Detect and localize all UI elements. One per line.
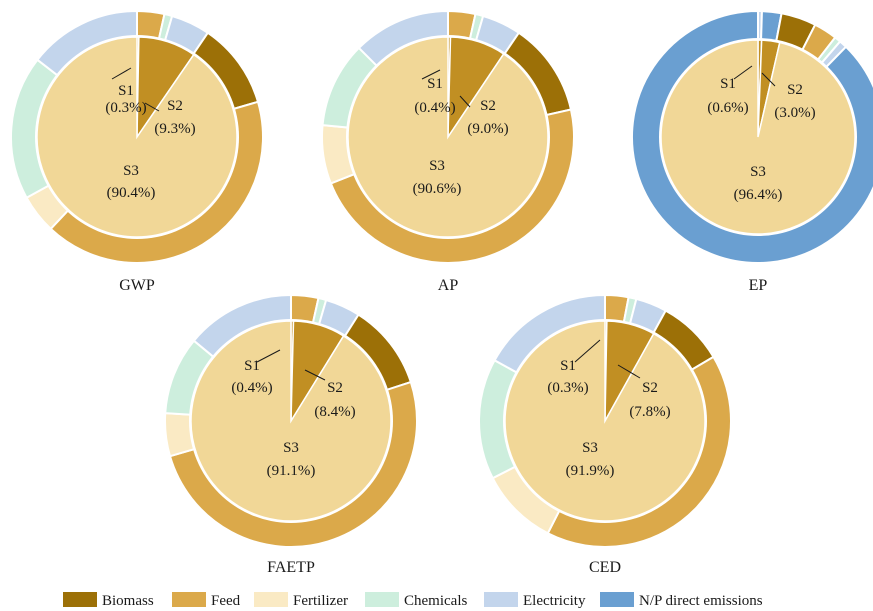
inner-slice-faetp-s3 [190,320,392,522]
label-ep-s3: S3 [750,164,766,180]
leader-line-faetp-s2 [304,369,326,381]
legend: Biomass Feed Fertilizer Chemicals Electr… [63,592,763,609]
label-faetp-s2: S2 [327,380,343,396]
label-pct-ap-s1: (0.4%) [414,100,455,116]
donut-ep: S1 (0.6%) S2 (3.0%) S3 (96.4%) [631,9,873,264]
legend-swatch-feed [172,592,206,607]
label-ap-s3: S3 [429,158,445,174]
label-faetp-s3: S3 [283,440,299,456]
label-gwp-s3: S3 [123,163,139,179]
leader-line-ap-s1 [421,69,441,80]
legend-label-electricity: Electricity [523,593,586,609]
leader-line-ced-s1 [574,339,601,363]
label-pct-gwp-s3: (90.4%) [107,185,156,201]
inner-slice-gwp-s3 [36,36,238,238]
caption-ced: CED [589,559,621,576]
label-gwp-s2: S2 [167,98,183,114]
chart-captions: GWP AP EP FAETP CED [119,277,767,576]
inner-slice-ep-s3 [660,39,856,235]
donut-faetp: S1 (0.4%) S2 (8.4%) S3 (91.1%) [164,293,418,548]
label-pct-ced-s2: (7.8%) [629,404,670,420]
legend-swatch-chemicals [365,592,399,607]
leader-line-gwp-s2 [144,102,160,112]
label-pct-ced-s1: (0.3%) [547,380,588,396]
label-pct-ap-s2: (9.0%) [467,121,508,137]
label-pct-gwp-s1: (0.3%) [105,100,146,116]
label-ep-s2: S2 [787,82,803,98]
label-pct-faetp-s1: (0.4%) [231,380,272,396]
label-ap-s1: S1 [427,76,443,92]
label-pct-gwp-s2: (9.3%) [154,121,195,137]
caption-faetp: FAETP [267,559,315,576]
leader-line-ep-s1 [733,65,753,80]
legend-label-biomass: Biomass [102,593,154,609]
legend-label-chemicals: Chemicals [404,593,467,609]
label-faetp-s1: S1 [244,358,260,374]
inner-slice-ap-s3 [347,36,549,238]
legend-label-fertilizer: Fertilizer [293,593,348,609]
label-pct-ep-s3: (96.4%) [734,187,783,203]
legend-swatch-electricity [484,592,518,607]
label-pct-ep-s1: (0.6%) [707,100,748,116]
label-ep-s1: S1 [720,76,736,92]
donut-gwp: S1(0.3%) S2 (9.3%) S3 (90.4%) [10,9,264,264]
caption-gwp: GWP [119,277,155,294]
inner-slice-ced-s3 [504,320,706,522]
donut-ced: S1 (0.3%) S2 (7.8%) S3 (91.9%) [478,293,732,548]
leader-line-gwp-s1 [111,67,132,80]
label-ced-s1: S1 [560,358,576,374]
legend-swatch-np-direct-emissions [600,592,634,607]
donut-ap: S1 (0.4%) S2 (9.0%) S3 (90.6%) [321,9,576,264]
label-pct-faetp-s3: (91.1%) [267,463,316,479]
donut-charts: S1(0.3%) S2(9.3%)S3(90.4%)S1(0.4%) S2(9.0%… [10,9,873,548]
leader-line-ced-s2 [617,364,641,379]
label-pct-ap-s3: (90.6%) [413,181,462,197]
legend-label-np-direct-emissions: N/P direct emissions [639,593,763,609]
caption-ap: AP [438,277,459,294]
label-pct-faetp-s2: (8.4%) [314,404,355,420]
leader-line-ap-s2 [459,95,471,108]
leader-line-faetp-s1 [256,349,281,363]
caption-ep: EP [749,277,768,294]
label-gwp-s1: S1 [118,83,134,99]
label-ap-s2: S2 [480,98,496,114]
legend-swatch-biomass [63,592,97,607]
label-pct-ep-s2: (3.0%) [774,105,815,121]
label-ced-s2: S2 [642,380,658,396]
legend-swatch-fertilizer [254,592,288,607]
label-pct-ced-s3: (91.9%) [566,463,615,479]
legend-label-feed: Feed [211,593,241,609]
label-ced-s3: S3 [582,440,598,456]
leader-line-ep-s2 [761,72,776,87]
